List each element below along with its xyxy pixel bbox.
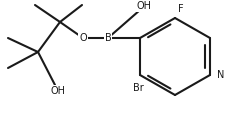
Text: OH: OH (137, 1, 152, 11)
Text: B: B (105, 33, 111, 43)
Text: N: N (217, 70, 224, 80)
Text: OH: OH (50, 86, 65, 96)
Text: F: F (178, 4, 184, 14)
Text: O: O (79, 33, 87, 43)
Text: Br: Br (134, 83, 144, 93)
